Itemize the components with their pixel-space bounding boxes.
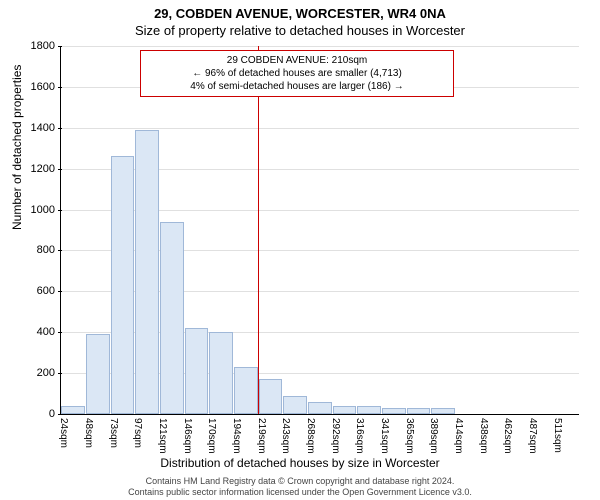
y-tick-label: 400 — [37, 326, 61, 338]
annotation-line2: ← 96% of detached houses are smaller (4,… — [147, 67, 447, 80]
x-tick-label: 219sqm — [256, 418, 267, 454]
title-main: 29, COBDEN AVENUE, WORCESTER, WR4 0NA — [0, 0, 600, 21]
histogram-bar — [308, 402, 332, 414]
histogram-bar — [86, 334, 110, 414]
histogram-bar — [357, 406, 381, 414]
x-tick-label: 511sqm — [552, 418, 563, 453]
x-tick-label: 170sqm — [206, 418, 217, 454]
x-tick-label: 292sqm — [330, 418, 341, 454]
gridline — [61, 128, 579, 129]
footer: Contains HM Land Registry data © Crown c… — [0, 476, 600, 498]
reference-line — [258, 46, 259, 414]
histogram-bar — [111, 156, 135, 414]
annotation-line1: 29 COBDEN AVENUE: 210sqm — [147, 54, 447, 67]
x-tick-label: 438sqm — [478, 418, 489, 454]
y-axis-label: Number of detached properties — [10, 65, 24, 230]
gridline — [61, 46, 579, 47]
y-tick-label: 600 — [37, 285, 61, 297]
x-tick-label: 73sqm — [108, 418, 119, 448]
x-tick-label: 243sqm — [280, 418, 291, 454]
footer-line1: Contains HM Land Registry data © Crown c… — [0, 476, 600, 487]
histogram-bar — [209, 332, 233, 414]
x-tick-label: 146sqm — [182, 418, 193, 454]
histogram-bar — [333, 406, 357, 414]
x-axis-label: Distribution of detached houses by size … — [0, 456, 600, 470]
histogram-bar — [382, 408, 406, 414]
x-tick-label: 268sqm — [305, 418, 316, 454]
annotation-line3: 4% of semi-detached houses are larger (1… — [147, 80, 447, 93]
x-tick-label: 414sqm — [453, 418, 464, 454]
x-tick-label: 24sqm — [58, 418, 69, 448]
y-tick-label: 1200 — [31, 163, 61, 175]
x-tick-label: 48sqm — [83, 418, 94, 448]
x-tick-label: 341sqm — [379, 418, 390, 454]
title-sub: Size of property relative to detached ho… — [0, 21, 600, 38]
x-tick-label: 194sqm — [231, 418, 242, 454]
plot-area: 02004006008001000120014001600180024sqm48… — [60, 46, 579, 415]
histogram-bar — [407, 408, 431, 414]
chart-container: 29, COBDEN AVENUE, WORCESTER, WR4 0NA Si… — [0, 0, 600, 500]
y-tick-label: 1000 — [31, 204, 61, 216]
x-tick-label: 462sqm — [502, 418, 513, 454]
x-tick-label: 365sqm — [404, 418, 415, 454]
x-tick-label: 97sqm — [132, 418, 143, 448]
histogram-bar — [431, 408, 455, 414]
x-tick-label: 487sqm — [527, 418, 538, 454]
histogram-bar — [160, 222, 184, 414]
histogram-bar — [259, 379, 283, 414]
y-tick-label: 200 — [37, 367, 61, 379]
y-tick-label: 800 — [37, 244, 61, 256]
annotation-box: 29 COBDEN AVENUE: 210sqm ← 96% of detach… — [140, 50, 454, 97]
y-tick-label: 1600 — [31, 81, 61, 93]
histogram-bar — [283, 396, 307, 414]
histogram-bar — [135, 130, 159, 414]
y-tick-label: 1800 — [31, 40, 61, 52]
y-tick-label: 1400 — [31, 122, 61, 134]
histogram-bar — [61, 406, 85, 414]
histogram-bar — [234, 367, 258, 414]
x-tick-label: 121sqm — [157, 418, 168, 454]
histogram-bar — [185, 328, 209, 414]
footer-line2: Contains public sector information licen… — [0, 487, 600, 498]
x-tick-label: 316sqm — [354, 418, 365, 454]
x-tick-label: 389sqm — [428, 418, 439, 454]
